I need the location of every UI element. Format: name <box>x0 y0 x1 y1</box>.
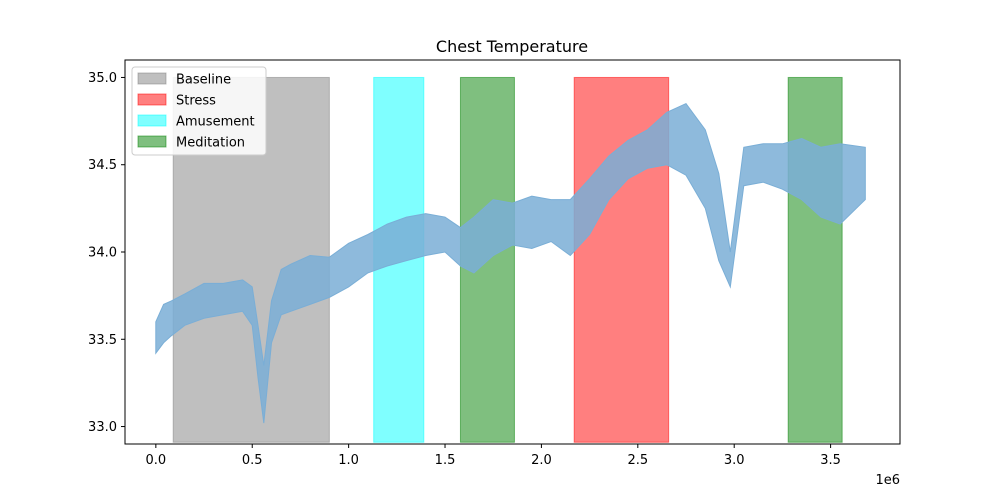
series-layer <box>155 102 866 424</box>
y-tick-label: 35.0 <box>88 71 117 86</box>
x-tick-label: 3.0 <box>724 453 745 468</box>
y-tick-label: 34.0 <box>88 246 117 261</box>
y-axis: 33.0 33.5 34.0 34.5 35.0 <box>88 71 125 435</box>
legend-swatch-stress <box>137 93 167 106</box>
y-tick-label: 34.5 <box>88 158 117 173</box>
x-tick-label: 2.5 <box>627 453 648 468</box>
x-axis-offset-label: 1e6 <box>875 473 900 488</box>
legend-swatch-meditation <box>137 135 167 148</box>
temperature-series-0 <box>155 102 866 424</box>
legend-swatch-amusement <box>137 114 167 127</box>
regions-layer <box>172 76 843 443</box>
region-meditation-4 <box>787 76 843 443</box>
y-tick-label: 33.5 <box>88 333 117 348</box>
x-tick-label: 0.0 <box>146 453 167 468</box>
legend-label-baseline: Baseline <box>176 73 231 88</box>
x-tick-label: 2.0 <box>531 453 552 468</box>
chart-title: Chest Temperature <box>436 37 588 56</box>
y-tick-label: 33.0 <box>88 420 117 435</box>
legend-box <box>131 66 267 156</box>
legend-swatch-baseline <box>137 72 167 85</box>
legend-label-amusement: Amusement <box>176 115 255 130</box>
legend-label-meditation: Meditation <box>176 136 245 151</box>
legend-label-stress: Stress <box>176 94 216 109</box>
x-tick-label: 1.0 <box>338 453 359 468</box>
x-axis: 0.0 0.5 1.0 1.5 2.0 2.5 3.0 3.5 <box>146 444 841 468</box>
x-tick-label: 3.5 <box>820 453 841 468</box>
x-tick-label: 1.5 <box>435 453 456 468</box>
x-tick-label: 0.5 <box>242 453 263 468</box>
legend: Baseline Stress Amusement Meditation <box>131 66 267 156</box>
